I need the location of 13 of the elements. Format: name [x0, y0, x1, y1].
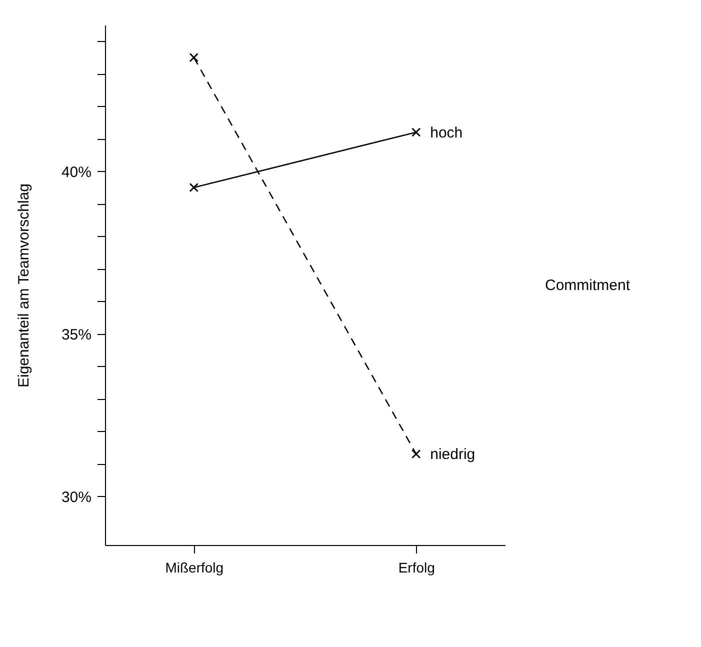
series-label: niedrig — [430, 446, 476, 463]
point — [411, 449, 421, 459]
point — [189, 182, 199, 192]
x-tick-label: Mißerfolg — [165, 560, 224, 576]
y-axis-title: Eigenanteil am Teamvorschlag — [15, 183, 32, 388]
legend-title: Commitment — [545, 277, 631, 294]
y-tick-label: 35% — [61, 326, 92, 344]
y-tick-label: 40% — [61, 164, 92, 181]
point — [189, 52, 199, 62]
point — [411, 128, 421, 137]
x-tick-label: Erfolg — [398, 560, 435, 576]
y-tick-label: 30% — [61, 488, 92, 506]
series-label: hoch — [430, 124, 463, 142]
